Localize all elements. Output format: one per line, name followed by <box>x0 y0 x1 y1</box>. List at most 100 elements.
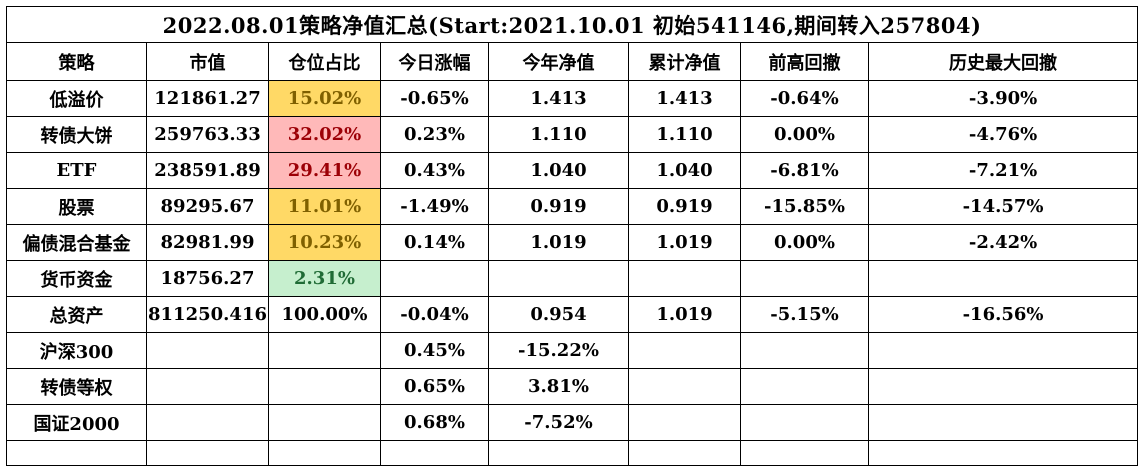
title-row: 2022.08.01策略净值汇总(Start:2021.10.01 初始5411… <box>5 6 1139 43</box>
drawdown-from-high-cell: -15.85% <box>740 188 869 225</box>
cumulative-nav-cell: 1.040 <box>628 152 741 189</box>
market-value-cell <box>146 404 269 441</box>
strategy-name-cell <box>6 440 147 466</box>
table-body: 低溢价 121861.27 15.02% -0.65% 1.413 1.413 -0.64%… <box>6 80 1139 466</box>
market-value-cell <box>146 368 269 405</box>
market-value-cell <box>146 332 269 369</box>
strategy-name-cell: 股票 <box>6 188 147 225</box>
strategy-name-cell: 低溢价 <box>6 80 147 117</box>
table-row: 偏债混合基金 82981.99 10.23% 0.14% 1.019 1.019 0.00%… <box>6 224 1139 261</box>
header-market-value: 市值 <box>146 42 269 81</box>
cumulative-nav-cell <box>628 440 741 466</box>
max-drawdown-cell <box>867 332 1139 369</box>
strategy-name-cell: 总资产 <box>6 296 147 333</box>
cumulative-nav-cell: 1.019 <box>628 224 741 261</box>
position-pct-cell: 100.00% <box>268 296 381 333</box>
ytd-nav-cell: 1.110 <box>488 116 629 153</box>
cumulative-nav-cell: 1.413 <box>628 80 741 117</box>
market-value-cell: 121861.27 <box>146 80 269 117</box>
strategy-name-cell: 偏债混合基金 <box>6 224 147 261</box>
drawdown-from-high-cell <box>740 404 869 441</box>
max-drawdown-cell <box>867 368 1139 405</box>
table-row: 货币资金 18756.27 2.31% <box>6 260 1139 297</box>
position-pct-cell: 15.02% <box>268 80 381 117</box>
max-drawdown-cell: -3.90% <box>867 80 1139 117</box>
max-drawdown-cell <box>867 440 1139 466</box>
position-pct-cell <box>268 332 381 369</box>
drawdown-from-high-cell: -6.81% <box>740 152 869 189</box>
position-pct-cell <box>268 440 381 466</box>
cumulative-nav-cell <box>628 260 741 297</box>
position-pct-cell <box>268 404 381 441</box>
market-value-cell: 89295.67 <box>146 188 269 225</box>
table-row: 转债等权 0.65% 3.81% <box>6 368 1139 405</box>
market-value-cell: 18756.27 <box>146 260 269 297</box>
header-row: 策略 市值 仓位占比 今日涨幅 今年净值 累计净值 前高回撤 历史最大回撤 <box>6 42 1139 81</box>
max-drawdown-cell: -7.21% <box>867 152 1139 189</box>
table-row: 总资产 811250.416 100.00% -0.04% 0.954 1.019 -5.1… <box>6 296 1139 333</box>
cumulative-nav-cell: 1.019 <box>628 296 741 333</box>
strategy-name-cell: ETF <box>6 152 147 189</box>
market-value-cell: 238591.89 <box>146 152 269 189</box>
strategy-name-cell: 沪深300 <box>6 332 147 369</box>
max-drawdown-cell: -16.56% <box>867 296 1139 333</box>
market-value-cell <box>146 440 269 466</box>
header-ytd-nav: 今年净值 <box>488 42 629 81</box>
market-value-cell: 82981.99 <box>146 224 269 261</box>
cumulative-nav-cell <box>628 404 741 441</box>
drawdown-from-high-cell <box>740 332 869 369</box>
max-drawdown-cell: -2.42% <box>867 224 1139 261</box>
strategy-name-cell: 货币资金 <box>6 260 147 297</box>
header-position-pct: 仓位占比 <box>268 42 381 81</box>
ytd-nav-cell: -15.22% <box>488 332 629 369</box>
table-row: 转债大饼 259763.33 32.02% 0.23% 1.110 1.110 0.00% -… <box>6 116 1139 153</box>
cumulative-nav-cell <box>628 368 741 405</box>
today-change-cell: -0.65% <box>380 80 489 117</box>
position-pct-cell <box>268 368 381 405</box>
ytd-nav-cell: 1.019 <box>488 224 629 261</box>
header-drawdown-from-high: 前高回撤 <box>740 42 869 81</box>
today-change-cell: 0.65% <box>380 368 489 405</box>
ytd-nav-cell: 1.413 <box>488 80 629 117</box>
table-row-empty <box>6 440 1139 466</box>
table-row: 股票 89295.67 11.01% -1.49% 0.919 0.919 -15.85% -… <box>6 188 1139 225</box>
today-change-cell: 0.23% <box>380 116 489 153</box>
today-change-cell: 0.68% <box>380 404 489 441</box>
table-title: 2022.08.01策略净值汇总(Start:2021.10.01 初始5411… <box>5 6 1139 43</box>
position-pct-cell: 32.02% <box>268 116 381 153</box>
position-pct-cell: 2.31% <box>268 260 381 297</box>
drawdown-from-high-cell: 0.00% <box>740 116 869 153</box>
cumulative-nav-cell: 0.919 <box>628 188 741 225</box>
ytd-nav-cell <box>488 260 629 297</box>
max-drawdown-cell <box>867 404 1139 441</box>
max-drawdown-cell: -4.76% <box>867 116 1139 153</box>
table-row: ETF 238591.89 29.41% 0.43% 1.040 1.040 -6.81% -… <box>6 152 1139 189</box>
drawdown-from-high-cell: -5.15% <box>740 296 869 333</box>
today-change-cell <box>380 440 489 466</box>
table-row: 国证2000 0.68% -7.52% <box>6 404 1139 441</box>
drawdown-from-high-cell <box>740 260 869 297</box>
drawdown-from-high-cell <box>740 368 869 405</box>
today-change-cell: 0.14% <box>380 224 489 261</box>
today-change-cell: -1.49% <box>380 188 489 225</box>
ytd-nav-cell: 3.81% <box>488 368 629 405</box>
ytd-nav-cell: 1.040 <box>488 152 629 189</box>
market-value-cell: 259763.33 <box>146 116 269 153</box>
strategy-table: 2022.08.01策略净值汇总(Start:2021.10.01 初始5411… <box>5 6 1139 466</box>
max-drawdown-cell <box>867 260 1139 297</box>
strategy-summary-sheet: 2022.08.01策略净值汇总(Start:2021.10.01 初始5411… <box>5 6 1139 466</box>
ytd-nav-cell: 0.919 <box>488 188 629 225</box>
position-pct-cell: 11.01% <box>268 188 381 225</box>
header-today-change: 今日涨幅 <box>380 42 489 81</box>
header-strategy: 策略 <box>6 42 147 81</box>
ytd-nav-cell: -7.52% <box>488 404 629 441</box>
drawdown-from-high-cell: 0.00% <box>740 224 869 261</box>
cumulative-nav-cell: 1.110 <box>628 116 741 153</box>
today-change-cell: -0.04% <box>380 296 489 333</box>
position-pct-cell: 29.41% <box>268 152 381 189</box>
market-value-cell: 811250.416 <box>146 296 269 333</box>
header-cumulative-nav: 累计净值 <box>628 42 741 81</box>
ytd-nav-cell: 0.954 <box>488 296 629 333</box>
header-max-drawdown: 历史最大回撤 <box>867 42 1139 81</box>
max-drawdown-cell: -14.57% <box>867 188 1139 225</box>
